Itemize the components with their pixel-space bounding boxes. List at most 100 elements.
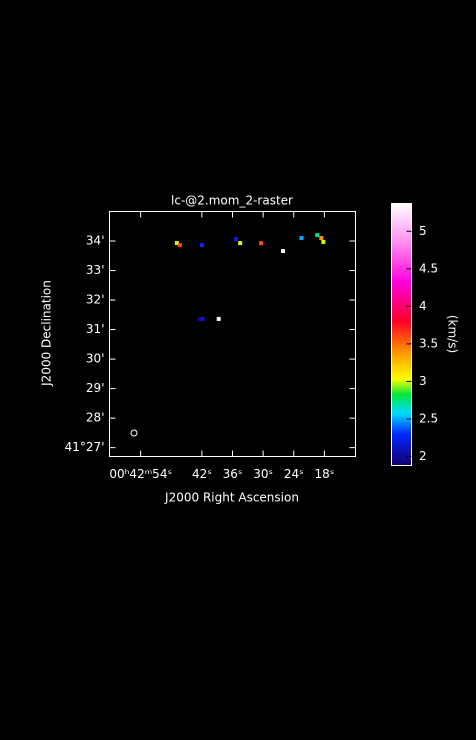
colorbar-step [391, 329, 412, 332]
colorbar-step [391, 225, 412, 228]
x-tick-label: 00ʰ42ᵐ54ˢ [109, 467, 172, 481]
raster-pixel [174, 241, 179, 246]
colorbar-step [391, 361, 412, 364]
colorbar-step [391, 339, 412, 342]
colorbar-step [391, 231, 412, 234]
colorbar-step [391, 273, 412, 276]
colorbar-step [391, 437, 412, 440]
colorbar-step [391, 341, 412, 344]
colorbar-tick-label: 3 [419, 374, 427, 388]
colorbar-step [391, 397, 412, 400]
colorbar-step [391, 307, 412, 310]
colorbar-step [391, 263, 412, 266]
raster-pixel [238, 241, 243, 246]
colorbar-step [391, 405, 412, 408]
colorbar-step [391, 353, 412, 356]
colorbar-step [391, 395, 412, 398]
colorbar-step [391, 453, 412, 456]
colorbar-step [391, 439, 412, 442]
colorbar-tick-label: 4 [419, 299, 427, 313]
colorbar-step [391, 391, 412, 394]
colorbar-step [391, 241, 412, 244]
y-tick-label: 41°27' [65, 440, 105, 454]
colorbar-step [391, 387, 412, 390]
colorbar-step [391, 369, 412, 372]
colorbar-step [391, 407, 412, 410]
colorbar-step [391, 455, 412, 458]
colorbar-step [391, 401, 412, 404]
colorbar-step [391, 425, 412, 428]
y-tick-label: 30' [86, 352, 105, 366]
colorbar-step [391, 419, 412, 422]
x-tick-label: 30ˢ [253, 467, 273, 481]
raster-pixel [234, 236, 239, 241]
colorbar-step [391, 269, 412, 272]
colorbar-step [391, 447, 412, 450]
y-tick-label: 34' [86, 234, 105, 248]
colorbar-step [391, 271, 412, 274]
colorbar-step [391, 207, 412, 210]
colorbar-step [391, 413, 412, 416]
colorbar-step [391, 293, 412, 296]
colorbar-step [391, 381, 412, 384]
colorbar-step [391, 383, 412, 386]
plot-frame [109, 211, 356, 457]
x-tick-label: 42ˢ [192, 467, 212, 481]
colorbar-step [391, 429, 412, 432]
colorbar-step [391, 315, 412, 318]
colorbar-step [391, 219, 412, 222]
chart-title: lc-@2.mom_2-raster [171, 194, 293, 208]
colorbar-step [391, 205, 412, 208]
x-tick-label: 36ˢ [223, 467, 243, 481]
colorbar-step [391, 243, 412, 246]
colorbar-tick-label: 2 [419, 449, 427, 463]
colorbar-step [391, 375, 412, 378]
colorbar-step [391, 209, 412, 212]
colorbar-step [391, 211, 412, 214]
colorbar-step [391, 247, 412, 250]
colorbar-step [391, 411, 412, 414]
colorbar-step [391, 389, 412, 392]
colorbar-step [391, 431, 412, 434]
colorbar-step [391, 323, 412, 326]
colorbar-step [391, 433, 412, 436]
colorbar-step [391, 227, 412, 230]
y-tick-label: 33' [86, 263, 105, 277]
colorbar-step [391, 325, 412, 328]
colorbar-tick-label: 5 [419, 224, 427, 238]
colorbar-step [391, 245, 412, 248]
colorbar-step [391, 427, 412, 430]
colorbar-step [391, 365, 412, 368]
colorbar-step [391, 333, 412, 336]
colorbar-step [391, 319, 412, 322]
colorbar-step [391, 289, 412, 292]
raster-pixel [197, 316, 202, 321]
colorbar-step [391, 221, 412, 224]
colorbar-step [391, 301, 412, 304]
colorbar-step [391, 449, 412, 452]
colorbar-step [391, 299, 412, 302]
colorbar-step [391, 409, 412, 412]
colorbar-step [391, 403, 412, 406]
colorbar-step [391, 281, 412, 284]
raster-pixel [177, 243, 182, 248]
colorbar-step [391, 317, 412, 320]
colorbar-step [391, 259, 412, 262]
raster-pixel [200, 316, 205, 321]
colorbar-step [391, 295, 412, 298]
colorbar-step [391, 287, 412, 290]
colorbar-step [391, 215, 412, 218]
colorbar-frame [391, 203, 412, 466]
beam [130, 429, 138, 437]
colorbar-step [391, 237, 412, 240]
y-tick-label: 29' [86, 381, 105, 395]
colorbar-step [391, 305, 412, 308]
colorbar-step [391, 367, 412, 370]
colorbar-step [391, 445, 412, 448]
colorbar-step [391, 203, 412, 206]
colorbar-step [391, 417, 412, 420]
colorbar-step [391, 229, 412, 232]
colorbar-step [391, 291, 412, 294]
